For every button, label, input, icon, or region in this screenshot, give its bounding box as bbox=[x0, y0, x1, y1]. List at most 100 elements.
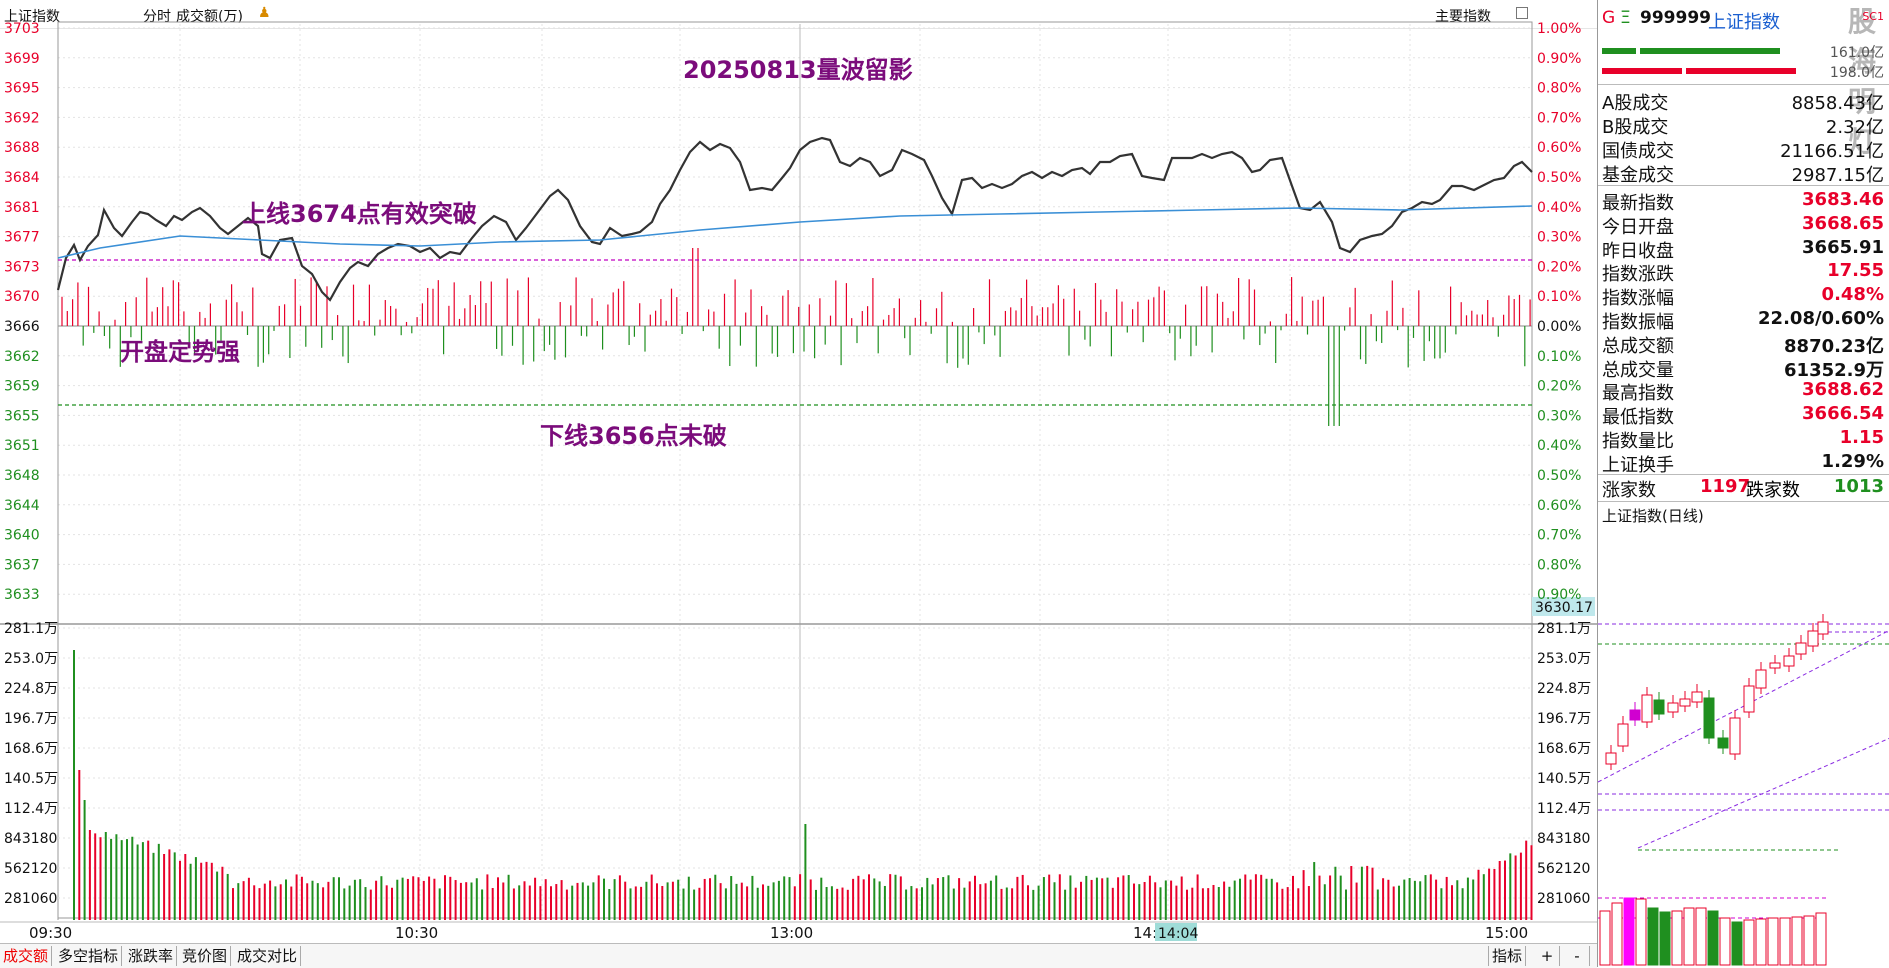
candle-body bbox=[1641, 694, 1653, 723]
index-row-value: 61352.9万 bbox=[1784, 359, 1884, 381]
breadth-bars bbox=[61, 248, 1531, 426]
volume-tick-label: 224.8万 bbox=[4, 681, 58, 697]
price-tick-label: 3662 bbox=[4, 349, 40, 365]
flow-value-2: 198.0亿 bbox=[1829, 65, 1884, 81]
price-tick-label: 3670 bbox=[4, 289, 40, 305]
menu-icon[interactable]: Ξ bbox=[1620, 8, 1631, 28]
mini-volume-bar bbox=[1599, 910, 1611, 966]
index-row-value: 3668.65 bbox=[1802, 212, 1884, 234]
price-line bbox=[56, 136, 1533, 302]
percent-tick-label: 0.40% bbox=[1537, 200, 1581, 216]
tab-rise-fall-rate[interactable]: 涨跌率 bbox=[125, 946, 178, 966]
index-row-label: 总成交量 bbox=[1602, 359, 1674, 381]
tab-intraday[interactable]: 分时 bbox=[143, 9, 171, 25]
index-row-value: 3683.46 bbox=[1802, 189, 1884, 210]
time-tick-label: 13:00 bbox=[770, 924, 813, 942]
mini-volume-bar bbox=[1719, 917, 1731, 966]
candle-body bbox=[1717, 737, 1729, 749]
candle-body bbox=[1679, 698, 1691, 707]
volume-tick-label-right: 281.1万 bbox=[1537, 621, 1591, 637]
percent-tick-label: 0.50% bbox=[1537, 468, 1581, 484]
candle-body bbox=[1667, 702, 1679, 713]
price-tick-label: 3703 bbox=[4, 21, 40, 37]
index-row-label: 总成交额 bbox=[1602, 335, 1674, 357]
flow-value-1: 161.0亿 bbox=[1829, 45, 1884, 61]
index-row: 今日开盘 3668.65 bbox=[1598, 212, 1889, 238]
turnover-row: B股成交 2.32亿 bbox=[1598, 112, 1889, 138]
turnover-row-value: 21166.51亿 bbox=[1780, 141, 1884, 162]
price-tick-label: 3677 bbox=[4, 230, 40, 246]
tab-turnover[interactable]: 成交额(万) bbox=[176, 9, 243, 25]
index-row: 指数量比 1.15 bbox=[1598, 426, 1889, 452]
percent-tick-label: 0.80% bbox=[1537, 81, 1581, 97]
index-row-label: 指数涨幅 bbox=[1602, 288, 1674, 310]
candle-body bbox=[1807, 630, 1819, 647]
volume-tick-label-right: 140.5万 bbox=[1537, 771, 1591, 787]
mini-volume-bar bbox=[1815, 912, 1827, 966]
volume-tick-label-right: 281060 bbox=[1537, 891, 1590, 907]
price-tick-label: 3648 bbox=[4, 468, 40, 484]
index-row: 最新指数 3683.46 bbox=[1598, 188, 1889, 214]
percent-tick-label: 0.30% bbox=[1537, 230, 1581, 246]
tab-volume-compare[interactable]: 成交对比 bbox=[234, 946, 302, 966]
candle-body bbox=[1769, 662, 1781, 669]
percent-axis-right: 1.00% 0.90% 0.80% 0.70% 0.60% 0.50% 0.40% 0.30%… bbox=[1537, 21, 1581, 603]
zoom-out-button[interactable]: - bbox=[1565, 946, 1590, 966]
mini-volume-bar bbox=[1791, 916, 1803, 966]
volume-tick-label: 562120 bbox=[4, 861, 57, 877]
index-row-value: 17.55 bbox=[1827, 260, 1884, 282]
price-tick-label: 3666 bbox=[4, 319, 40, 335]
tab-auction[interactable]: 竞价图 bbox=[179, 946, 232, 966]
zoom-in-button[interactable]: + bbox=[1535, 946, 1560, 966]
bell-icon[interactable]: ♟ bbox=[258, 5, 271, 21]
time-cursor-box bbox=[1155, 923, 1197, 941]
mini-volume-bar bbox=[1635, 898, 1647, 966]
turnover-row-value: 2987.15亿 bbox=[1791, 165, 1884, 186]
candle-body bbox=[1629, 709, 1641, 721]
index-row-label: 昨日收盘 bbox=[1602, 240, 1674, 262]
price-tick-label: 3692 bbox=[4, 110, 40, 126]
down-count-value: 1013 bbox=[1833, 476, 1884, 497]
percent-tick-label: 0.90% bbox=[1537, 51, 1581, 67]
breadth-row: 涨家数 1197 跌家数 1013 bbox=[1598, 475, 1889, 501]
index-row-label: 指数量比 bbox=[1602, 431, 1674, 452]
turnover-row-label: 国债成交 bbox=[1602, 141, 1674, 162]
percent-tick-label: 0.20% bbox=[1537, 379, 1581, 395]
mini-trend-line bbox=[1637, 737, 1889, 849]
volume-tick-label: 140.5万 bbox=[4, 771, 58, 787]
quote-side-panel: G Ξ 999999 上证指数 股海明灯 SC1 161.0亿 198.0亿 A… bbox=[1597, 0, 1889, 967]
volume-tick-label: 843180 bbox=[4, 831, 57, 847]
candle-body bbox=[1783, 655, 1795, 667]
flow-bar-green-1 bbox=[1602, 48, 1636, 54]
percent-tick-label: 0.10% bbox=[1537, 289, 1581, 305]
index-name-label[interactable]: 上证指数 bbox=[4, 9, 60, 25]
price-tick-label: 3684 bbox=[4, 170, 40, 186]
volume-axis: 281.1万 281.1万 253.0万 253.0万 224.8万 224.8万 196.… bbox=[4, 621, 1591, 907]
tab-long-short[interactable]: 多空指标 bbox=[55, 946, 123, 966]
percent-tick-label: 0.80% bbox=[1537, 557, 1581, 573]
index-row: 昨日收盘 3665.91 bbox=[1598, 236, 1889, 262]
stock-code: 999999 bbox=[1640, 8, 1711, 28]
index-row-value: 3666.54 bbox=[1802, 403, 1884, 425]
average-line bbox=[57, 205, 1533, 259]
candle-body bbox=[1605, 752, 1617, 765]
index-row-value: 22.08/0.60% bbox=[1758, 308, 1884, 329]
panel-toggle-icon[interactable] bbox=[1516, 7, 1528, 19]
index-row-value: 8870.23亿 bbox=[1784, 335, 1884, 357]
turnover-row-label: B股成交 bbox=[1602, 117, 1669, 138]
mini-volume-bar bbox=[1647, 907, 1659, 966]
volume-tick-label-right: 253.0万 bbox=[1537, 651, 1591, 667]
candle-body bbox=[1817, 621, 1829, 635]
index-row-value: 1.15 bbox=[1839, 427, 1884, 448]
index-row: 上证换手 1.29% bbox=[1598, 450, 1889, 476]
turnover-row: A股成交 8858.43亿 bbox=[1598, 88, 1889, 114]
candle-body bbox=[1653, 699, 1665, 715]
candle-body bbox=[1743, 685, 1755, 713]
stock-name[interactable]: 上证指数 bbox=[1708, 12, 1780, 33]
percent-tick-label: 0.70% bbox=[1537, 110, 1581, 126]
percent-tick-label: 0.60% bbox=[1537, 140, 1581, 156]
indicator-button[interactable]: 指标 bbox=[1488, 946, 1527, 966]
index-row-label: 最高指数 bbox=[1602, 383, 1674, 405]
tab-turnover-indicator[interactable]: 成交额 bbox=[0, 946, 53, 966]
main-indicator-button[interactable]: 主要指数 bbox=[1435, 9, 1491, 25]
